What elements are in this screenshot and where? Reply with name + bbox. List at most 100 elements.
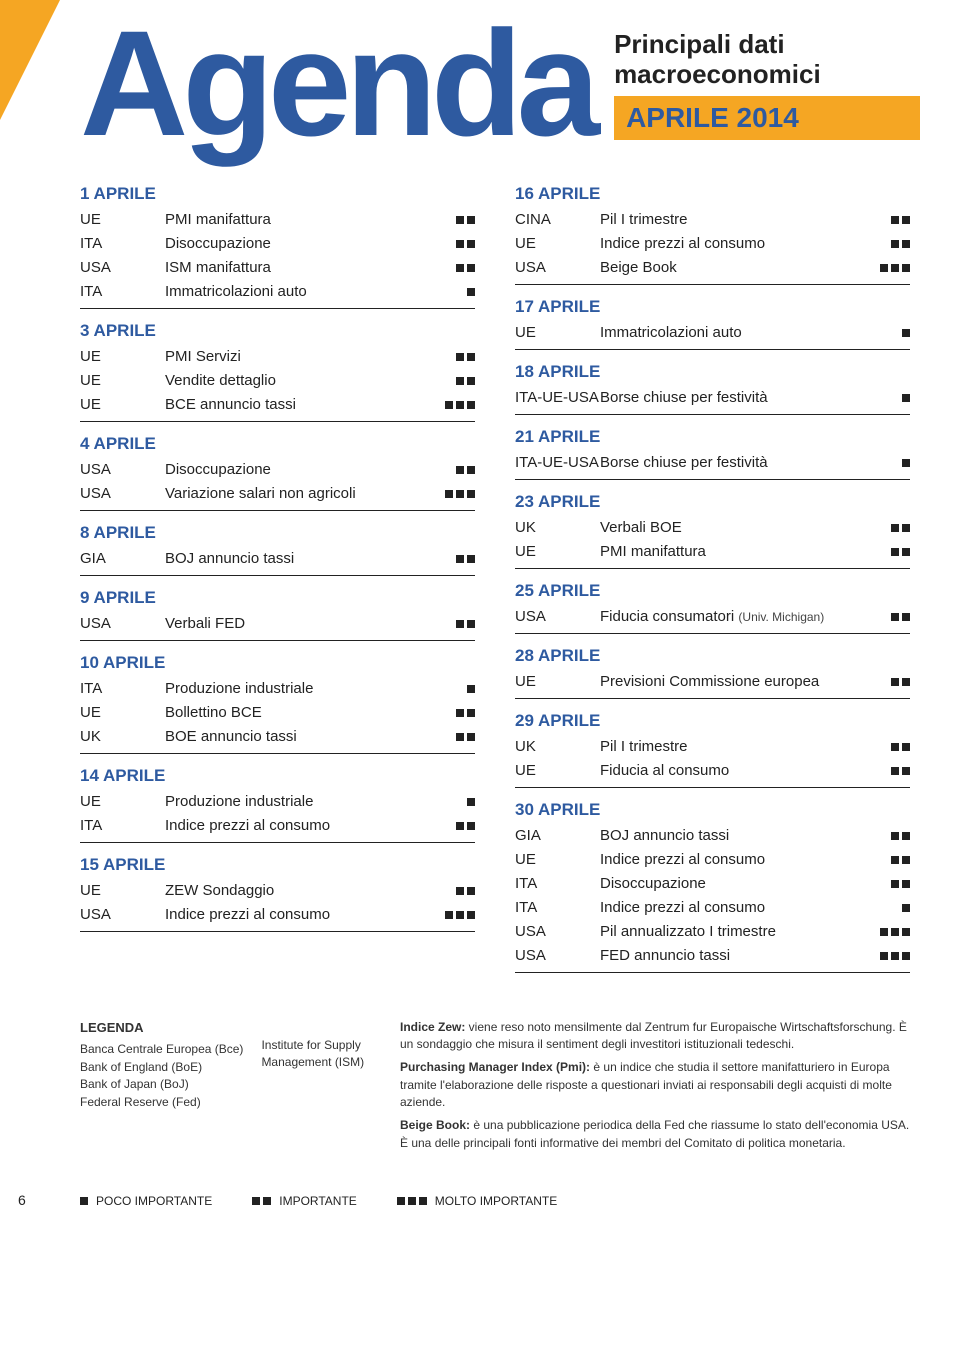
date-header: 4 APRILE [80,428,475,458]
header: Agenda Principali dati macroeconomici AP… [0,0,960,148]
importance-indicator [891,832,910,840]
importance-indicator [456,555,475,563]
importance-indicator [445,911,475,919]
event-label: Verbali BOE [600,516,891,540]
day-section: 23 APRILEUKVerbali BOEUEPMI manifattura [515,486,910,569]
event-label: Indice prezzi al consumo [600,896,902,920]
day-section: 4 APRILEUSADisoccupazioneUSAVariazione s… [80,428,475,511]
importance-indicator [902,394,910,402]
event-label: BOJ annuncio tassi [600,824,891,848]
importance-indicator [880,264,910,272]
importance-indicator [467,685,475,693]
event-label: BCE annuncio tassi [165,393,445,417]
legend-item: Management (ISM) [261,1054,364,1071]
date-header: 9 APRILE [80,582,475,612]
legend-section: LEGENDA Banca Centrale Europea (Bce)Bank… [0,999,960,1179]
country-code: ITA [80,677,165,701]
country-code: UK [515,735,600,759]
event-label: Fiducia consumatori (Univ. Michigan) [600,605,891,629]
event-label: Variazione salari non agricoli [165,482,445,506]
event-row: USAISM manifattura [80,256,475,280]
day-section: 10 APRILEITAProduzione industrialeUEBoll… [80,647,475,754]
event-label: ZEW Sondaggio [165,879,456,903]
importance-indicator [891,856,910,864]
date-header: 29 APRILE [515,705,910,735]
importance-indicator [445,401,475,409]
importance-indicator [456,733,475,741]
importance-indicator [891,240,910,248]
event-label: PMI Servizi [165,345,456,369]
importance-label: MOLTO IMPORTANTE [435,1194,557,1208]
event-row: UEPMI Servizi [80,345,475,369]
event-label: Fiducia al consumo [600,759,891,783]
day-section: 16 APRILECINAPil I trimestreUEIndice pre… [515,178,910,285]
importance-indicator [880,952,910,960]
country-code: UK [80,725,165,749]
legend-item: Bank of England (BoE) [80,1059,243,1076]
day-section: 9 APRILEUSAVerbali FED [80,582,475,641]
country-code: ITA-UE-USA [515,386,600,410]
event-row: UKVerbali BOE [515,516,910,540]
country-code: UE [80,345,165,369]
date-header: 3 APRILE [80,315,475,345]
event-row: ITADisoccupazione [80,232,475,256]
page-number: 6 [18,1192,26,1208]
country-code: UE [515,759,600,783]
country-code: USA [515,920,600,944]
country-code: UE [80,701,165,725]
corner-accent [0,0,60,120]
legend-title: LEGENDA [80,1019,243,1038]
event-label: Indice prezzi al consumo [165,903,445,927]
event-label: Bollettino BCE [165,701,456,725]
day-section: 28 APRILEUEPrevisioni Commissione europe… [515,640,910,699]
date-header: 15 APRILE [80,849,475,879]
importance-indicator [456,264,475,272]
date-header: 8 APRILE [80,517,475,547]
importance-indicator [467,288,475,296]
country-code: USA [515,605,600,629]
event-label: ISM manifattura [165,256,456,280]
legend-item: Institute for Supply [261,1037,364,1054]
country-code: UK [515,516,600,540]
event-row: UEPMI manifattura [515,540,910,564]
day-section: 25 APRILEUSAFiducia consumatori (Univ. M… [515,575,910,634]
importance-indicator [891,743,910,751]
event-label: BOJ annuncio tassi [165,547,456,571]
country-code: GIA [515,824,600,848]
event-label: Pil annualizzato I trimestre [600,920,880,944]
event-label: BOE annuncio tassi [165,725,456,749]
event-label: Indice prezzi al consumo [600,232,891,256]
event-label: Beige Book [600,256,880,280]
importance-indicator [891,880,910,888]
left-column: 1 APRILEUEPMI manifatturaITADisoccupazio… [80,178,475,979]
event-row: ITAImmatricolazioni auto [80,280,475,304]
event-label: Disoccupazione [165,458,456,482]
importance-indicator [456,822,475,830]
country-code: ITA-UE-USA [515,451,600,475]
definition-item: Purchasing Manager Index (Pmi): è un ind… [400,1059,920,1111]
event-row: USAFiducia consumatori (Univ. Michigan) [515,605,910,629]
event-row: UEProduzione industriale [80,790,475,814]
country-code: UE [515,232,600,256]
legend-item: Bank of Japan (BoJ) [80,1076,243,1093]
event-label: Borse chiuse per festività [600,451,902,475]
country-code: USA [515,256,600,280]
event-row: GIABOJ annuncio tassi [80,547,475,571]
event-row: USABeige Book [515,256,910,280]
legend-item: Federal Reserve (Fed) [80,1094,243,1111]
event-row: GIABOJ annuncio tassi [515,824,910,848]
importance-indicator [456,377,475,385]
date-header: 30 APRILE [515,794,910,824]
calendar-columns: 1 APRILEUEPMI manifatturaITADisoccupazio… [0,148,960,999]
importance-indicator [902,904,910,912]
event-label: PMI manifattura [600,540,891,564]
event-row: ITA-UE-USABorse chiuse per festività [515,386,910,410]
importance-legend-item: IMPORTANTE [252,1194,357,1208]
right-column: 16 APRILECINAPil I trimestreUEIndice pre… [515,178,910,979]
country-code: UE [515,848,600,872]
day-section: 29 APRILEUKPil I trimestreUEFiducia al c… [515,705,910,788]
page-title: Agenda [80,20,594,148]
importance-indicator [891,678,910,686]
event-note: (Univ. Michigan) [738,610,824,624]
importance-indicator [902,329,910,337]
